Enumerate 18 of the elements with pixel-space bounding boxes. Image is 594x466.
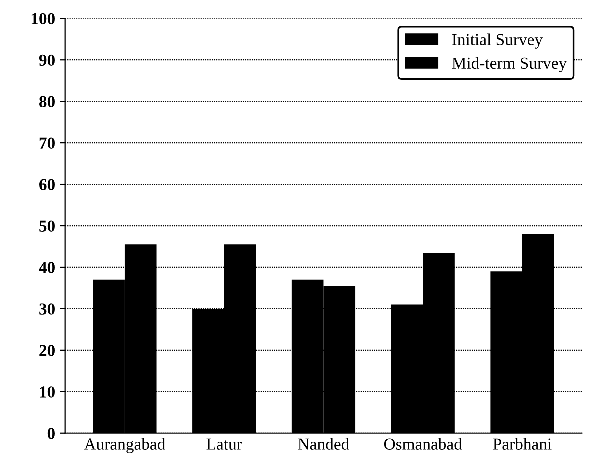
x-tick-label: Nanded	[298, 438, 350, 450]
x-tick-label: Osmanabad	[384, 438, 462, 450]
y-tick-label: 80	[40, 96, 55, 108]
x-tick-label: Aurangabad	[84, 438, 166, 454]
y-tick-label: 0	[48, 428, 55, 440]
x-tick-label: Latur	[206, 438, 242, 450]
legend-label: Mid-term Survey	[452, 57, 568, 72]
y-tick-label: 20	[40, 345, 55, 356]
y-tick-label: 10	[40, 386, 55, 398]
y-tick-label: 60	[40, 179, 55, 190]
y-tick-label: 70	[40, 138, 55, 150]
y-tick-label: 90	[39, 54, 55, 66]
y-tick-label: 100	[32, 13, 55, 25]
x-tick-label: Parbhani	[493, 438, 552, 450]
y-tick-label: 50	[40, 220, 55, 232]
legend-label: Initial Survey	[452, 34, 543, 49]
y-tick-label: 30	[40, 304, 55, 315]
y-tick-label: 40	[39, 262, 55, 274]
